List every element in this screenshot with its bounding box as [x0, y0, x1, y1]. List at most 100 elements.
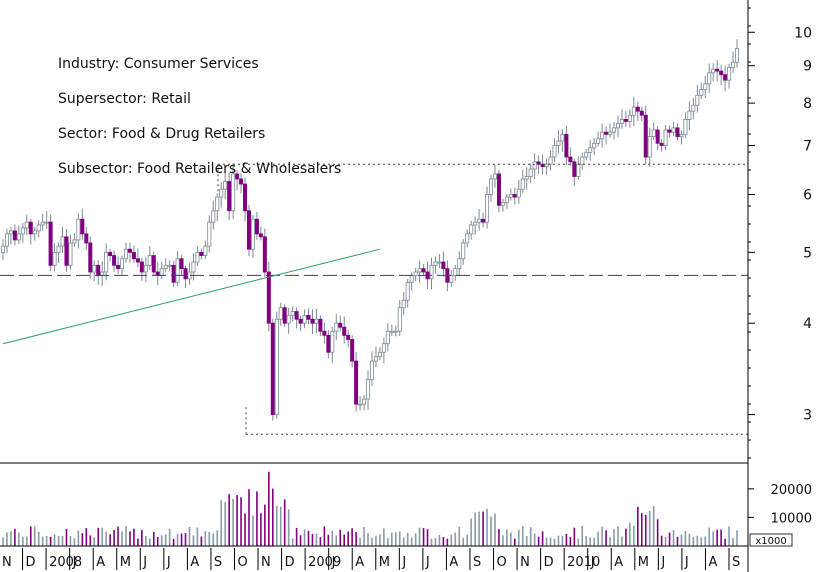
candle-body [373, 356, 378, 362]
candle-body [441, 261, 446, 270]
candle-body [326, 334, 331, 353]
candle-body [131, 251, 136, 260]
x-tick-label: S [732, 555, 740, 570]
candle-body [437, 261, 442, 264]
candle-body [473, 221, 478, 226]
x-tick-label: S [214, 555, 222, 570]
x-tick-label: J [425, 555, 430, 570]
candle-body [393, 330, 398, 333]
candle-body [16, 233, 21, 241]
candle-body [635, 106, 640, 112]
candle-body [120, 258, 125, 270]
candle-body [465, 233, 470, 244]
candle-body [52, 251, 57, 266]
candle-body [318, 318, 323, 332]
candle-body [485, 194, 490, 223]
candle-body [544, 163, 549, 168]
candle-body [68, 242, 73, 266]
candle-body [254, 218, 259, 235]
candle-body [147, 255, 152, 266]
candle-body [167, 264, 172, 267]
candle-body [123, 248, 128, 260]
candle-body [211, 210, 216, 223]
candle-body [219, 188, 224, 198]
x-tick-label: N [261, 555, 271, 570]
candle-body [258, 233, 263, 238]
candle-body [389, 330, 394, 333]
candle-body [270, 322, 275, 415]
candle-body [354, 360, 359, 405]
candle-body [135, 258, 140, 263]
candle-body [20, 227, 25, 235]
x-tick-label: D [26, 555, 36, 570]
candle-body [381, 343, 386, 353]
candle-body [84, 233, 89, 244]
candle-body [639, 110, 644, 116]
candle-body [239, 178, 244, 185]
candle-body [489, 178, 494, 195]
candle-body [719, 70, 724, 76]
candle-body [0, 245, 6, 253]
candle-body [231, 173, 236, 212]
candle-body [96, 264, 101, 276]
candle-body [477, 218, 482, 223]
price-tick-label: 9 [803, 59, 812, 75]
candle-body [619, 119, 624, 125]
candle-body [496, 173, 501, 206]
candle-body [663, 129, 668, 146]
candle-body [72, 239, 77, 244]
candle-body [175, 258, 180, 283]
candle-body [191, 261, 196, 273]
candle-body [703, 83, 708, 90]
candle-body [576, 163, 581, 177]
candle-body [453, 268, 458, 276]
candle-body [528, 168, 533, 177]
candle-body [469, 224, 474, 235]
candle-body [346, 334, 351, 340]
candle-body [540, 163, 545, 168]
candle-body [306, 314, 311, 320]
candle-body [552, 145, 557, 158]
candle-body [627, 114, 632, 122]
candle-body [199, 251, 204, 256]
x-tick-label: J [660, 555, 665, 570]
candle-body [278, 307, 283, 320]
candle-body [60, 236, 65, 247]
subsector-label: Subsector: Food Retailers & Wholesalers [58, 161, 342, 177]
reference-lines [0, 163, 748, 435]
volume-unit-box [749, 533, 793, 547]
candle-body [322, 330, 327, 336]
candle-body [195, 251, 200, 263]
x-tick-label: M [120, 555, 131, 570]
candle-body [643, 114, 648, 158]
x-tick-label: D [285, 555, 295, 570]
candle-body [163, 264, 168, 270]
candle-body [675, 127, 680, 137]
candle-body [699, 89, 704, 96]
x-tick-label: S [473, 555, 481, 570]
price-tick-label: 3 [803, 408, 812, 424]
x-tick-label: M [638, 555, 649, 570]
candle-body [12, 230, 17, 241]
candle-body [290, 311, 295, 316]
candle-body [28, 221, 33, 235]
candle-body [600, 131, 605, 140]
candle-body [715, 68, 720, 72]
candle-body [362, 398, 367, 405]
candle-body [512, 194, 517, 198]
candle-body [596, 138, 601, 144]
candle-body [48, 221, 53, 266]
candle-body [556, 140, 561, 146]
candle-body [735, 48, 740, 63]
candle-body [413, 271, 418, 276]
candle-body [401, 299, 406, 309]
candle-body [433, 261, 438, 266]
candle-body [32, 230, 37, 235]
candle-body [104, 251, 109, 273]
x-tick-label: D [544, 555, 554, 570]
candle-body [461, 242, 466, 260]
candle-body [286, 314, 291, 324]
price-tick-label: 7 [803, 139, 812, 155]
candle-body [612, 127, 617, 133]
